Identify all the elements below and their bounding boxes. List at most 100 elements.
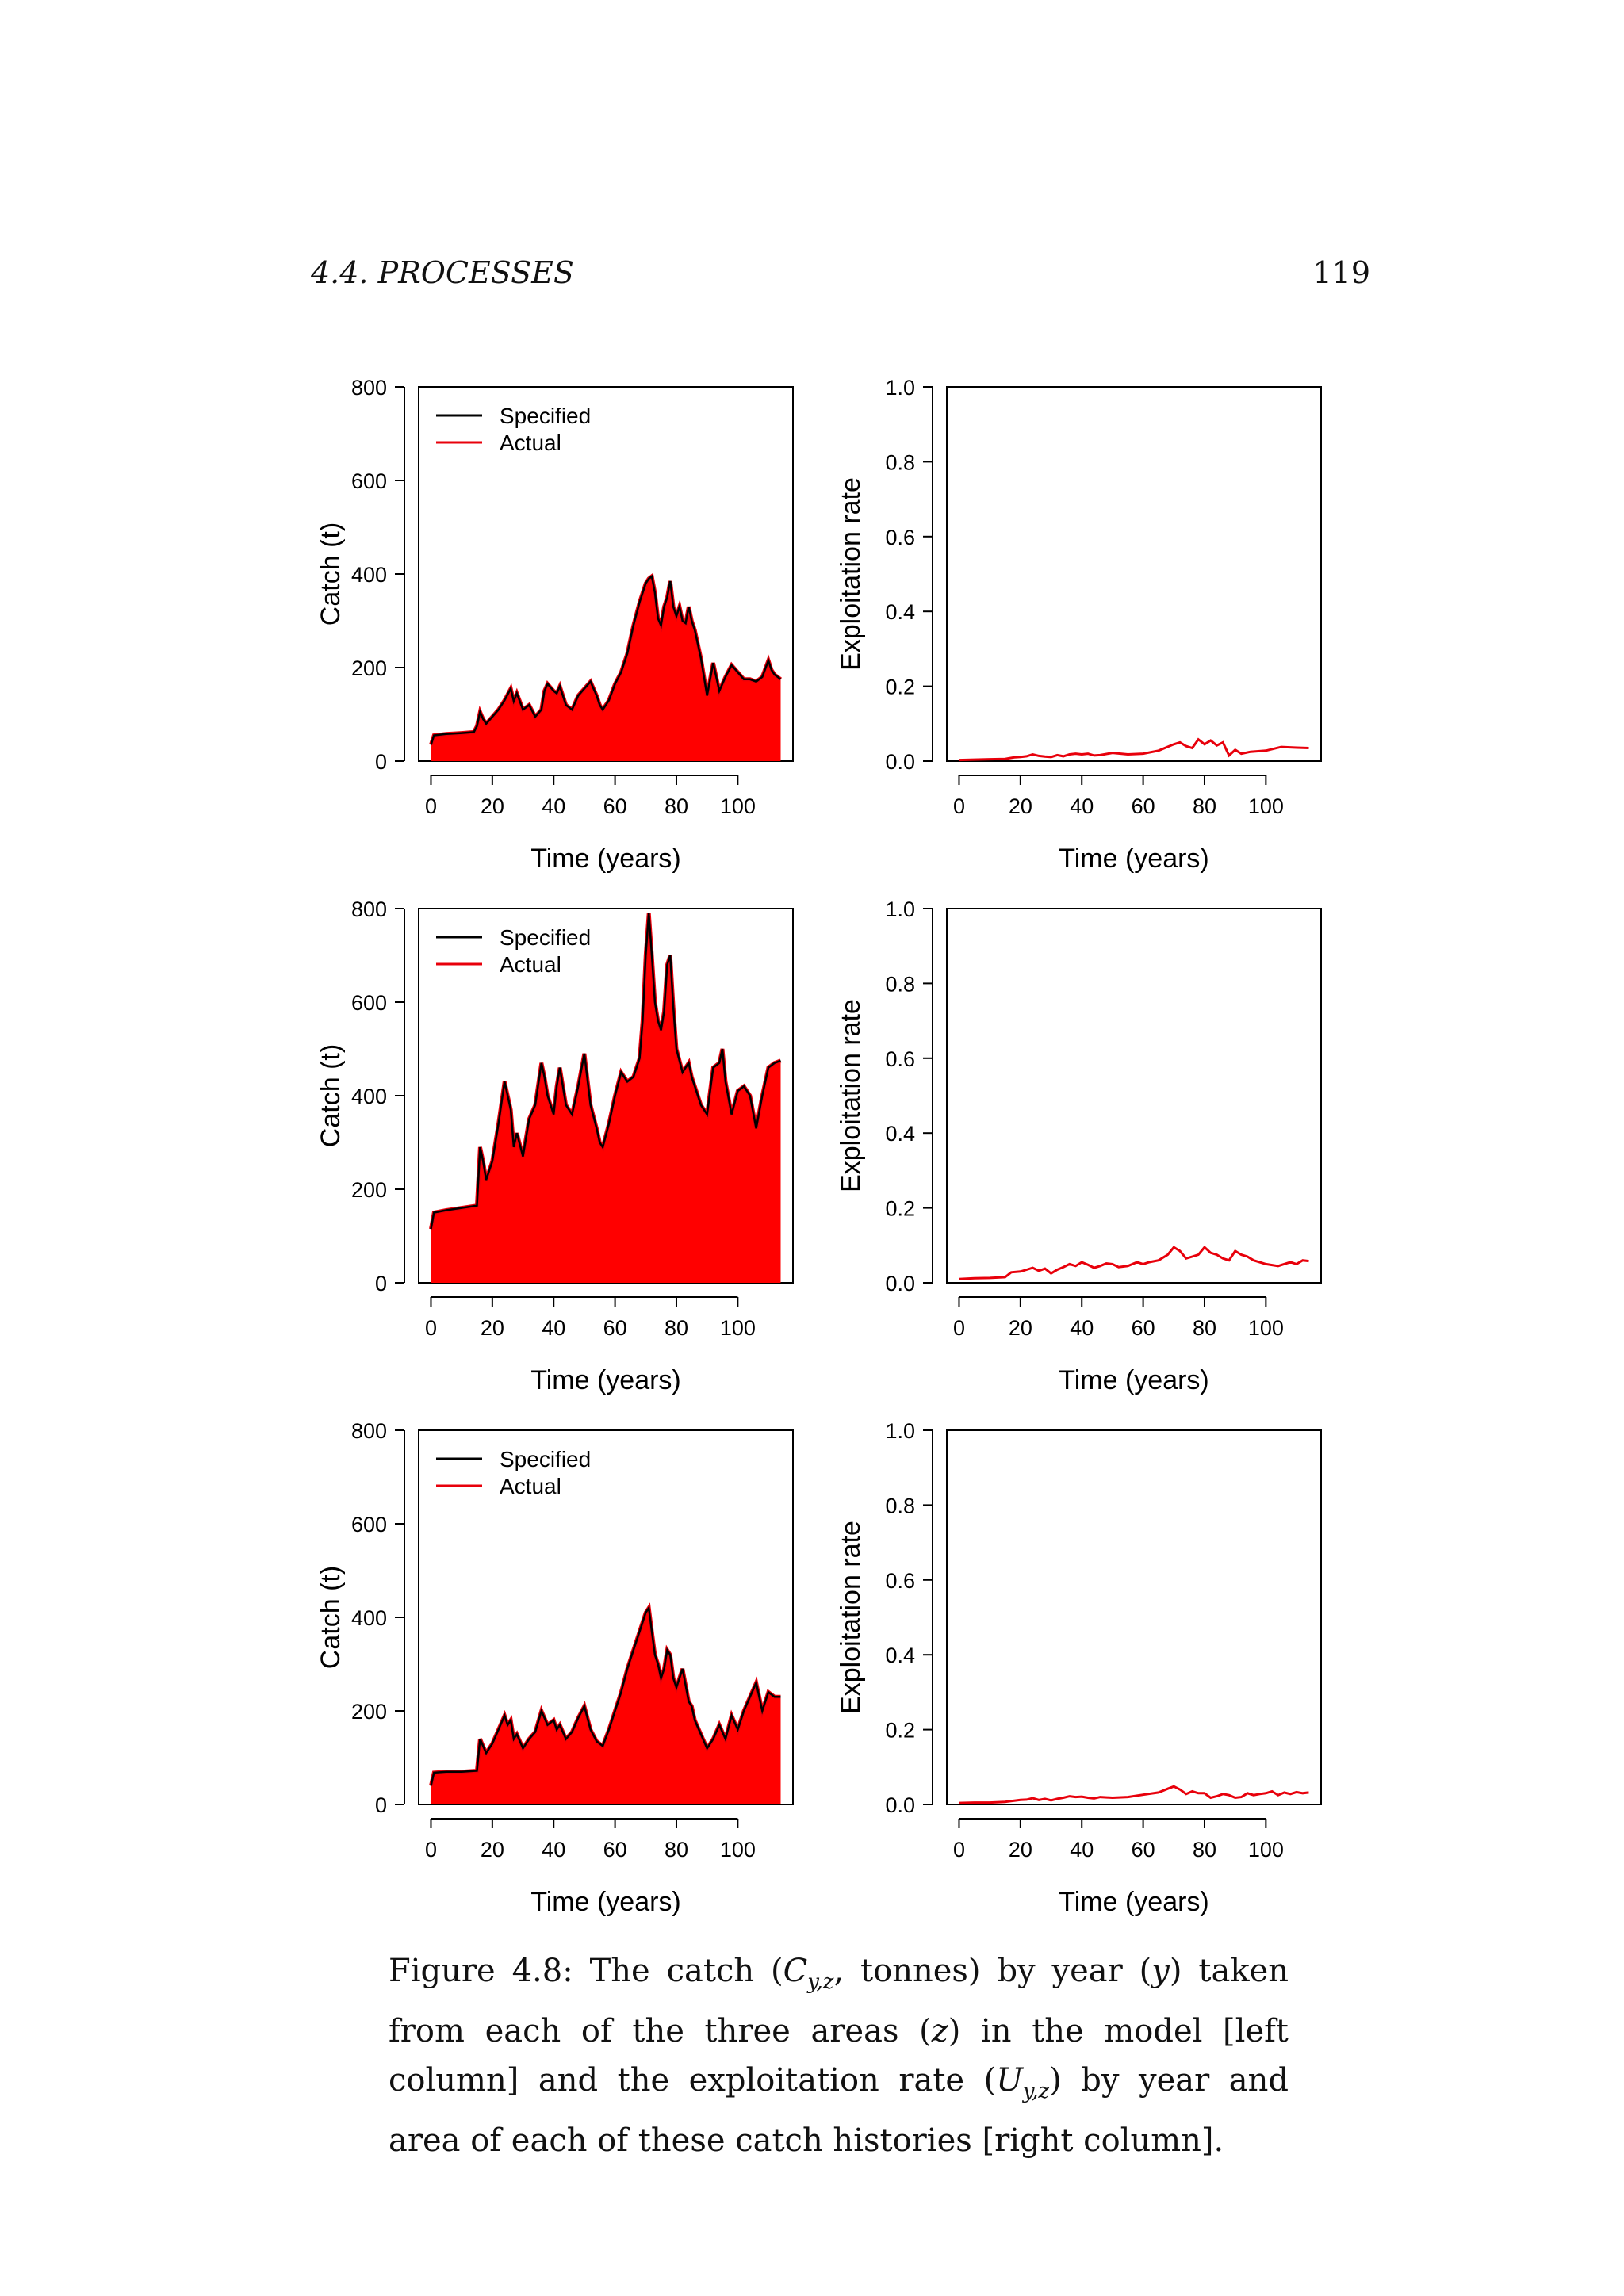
actual-catch-area [431,913,781,1283]
specified-catch-line [430,574,782,745]
legend-label: Actual [500,430,561,455]
x-tick-label: 80 [1193,794,1216,818]
y-axis-label: Exploitation rate [836,1521,866,1714]
caption-text: , tonnes) by year ( [833,1953,1152,1989]
x-tick-label: 40 [542,1316,565,1340]
caption-label: Figure 4.8: [389,1953,573,1989]
y-tick-label: 0.0 [885,750,915,774]
y-tick-label: 1.0 [885,897,915,921]
y-tick-label: 0.6 [885,1047,915,1071]
x-tick-label: 20 [1009,1838,1032,1862]
catch-area-3: 0 20 40 60 80 100 Time (years) 0 200 400 600 800 Cat… [316,1419,794,1917]
x-tick-label: 80 [665,794,688,818]
x-tick-label: 40 [1070,1316,1094,1340]
x-tick-label: 0 [953,1316,965,1340]
catch-area-2: 0 20 40 60 80 100 Time (years) 0 200 400 600 800 Cat… [316,897,794,1395]
x-tick-label: 100 [720,794,756,818]
x-tick-label: 40 [542,1838,565,1862]
specified-catch-line [430,913,781,1230]
x-tick-label: 60 [1132,1316,1155,1340]
exploitation-rate-1: 0 20 40 60 80 100 Time (years) 0.0 0.2 0.4 0.6 0.8 1… [836,376,1322,874]
figure-caption: Figure 4.8: The catch (Cy,z, tonnes) by … [389,1946,1289,2165]
x-axis-label: Time (years) [530,1365,681,1395]
y-axis-label: Catch (t) [316,1566,346,1669]
actual-catch-area [431,576,781,761]
x-tick-label: 60 [603,794,627,818]
legend-label: Specified [500,404,591,428]
x-axis-label: Time (years) [530,1887,681,1917]
x-tick-label: 100 [1248,794,1284,818]
y-tick-label: 0 [375,1272,387,1295]
y-tick-label: 0.2 [885,675,915,699]
y-tick-label: 600 [351,469,387,493]
caption-subscript: y,z [1022,2080,1050,2103]
y-tick-label: 0.0 [885,1272,915,1295]
y-tick-label: 200 [351,656,387,680]
x-axis-label: Time (years) [530,844,681,874]
y-tick-label: 400 [351,1606,387,1630]
specified-catch-line [430,1605,781,1786]
x-tick-label: 100 [1248,1316,1284,1340]
legend-label: Specified [500,1447,591,1471]
x-tick-label: 20 [481,1838,504,1862]
y-tick-label: 200 [351,1178,387,1202]
x-axis-label: Time (years) [1059,1365,1209,1395]
exploitation-rate-3: 0 20 40 60 80 100 Time (years) 0.0 0.2 0.4 0.6 0.8 1… [836,1419,1322,1917]
y-tick-label: 0 [375,1793,387,1817]
x-tick-label: 0 [425,1838,437,1862]
y-axis-label: Catch (t) [316,1044,346,1147]
y-tick-label: 400 [351,563,387,587]
x-tick-label: 80 [665,1838,688,1862]
y-tick-label: 1.0 [885,1419,915,1443]
y-axis-label: Exploitation rate [836,477,866,671]
y-tick-label: 0.0 [885,1793,915,1817]
y-tick-label: 0.4 [885,1122,915,1146]
y-tick-label: 0.6 [885,526,915,549]
y-tick-label: 0.8 [885,1494,915,1517]
x-tick-label: 60 [1132,1838,1155,1862]
page-number: 119 [1312,255,1370,290]
legend-label: Actual [500,952,561,977]
exploitation-rate-line [959,737,1309,762]
x-axis-label: Time (years) [1059,1887,1209,1917]
y-tick-label: 800 [351,1419,387,1443]
caption-text: ) by year and area of each of these catc… [389,2062,1289,2159]
x-tick-label: 60 [1132,794,1155,818]
y-tick-label: 600 [351,1513,387,1536]
x-tick-label: 100 [720,1316,756,1340]
y-tick-label: 0.8 [885,972,915,996]
x-tick-label: 80 [665,1316,688,1340]
caption-symbol: C [783,1953,808,1989]
y-axis-label: Catch (t) [316,522,346,626]
x-tick-label: 0 [425,1316,437,1340]
running-header-section: 4.4. PROCESSES [311,255,574,290]
x-tick-label: 80 [1193,1316,1216,1340]
y-tick-label: 800 [351,376,387,400]
x-tick-label: 100 [1248,1838,1284,1862]
caption-text: ) taken from each of the three areas ( [389,1953,1289,2049]
plot-frame [946,1429,1322,1805]
x-tick-label: 20 [1009,1316,1032,1340]
x-tick-label: 20 [481,1316,504,1340]
x-axis-label: Time (years) [1059,844,1209,874]
y-tick-label: 200 [351,1700,387,1724]
x-tick-label: 60 [603,1316,627,1340]
x-tick-label: 40 [542,794,565,818]
caption-text: The catch ( [573,1953,783,1989]
legend-label: Actual [500,1474,561,1498]
y-tick-label: 1.0 [885,376,915,400]
y-tick-label: 800 [351,897,387,921]
x-tick-label: 40 [1070,1838,1094,1862]
y-tick-label: 0.6 [885,1569,915,1593]
x-tick-label: 40 [1070,794,1094,818]
y-tick-label: 0 [375,750,387,774]
x-tick-label: 20 [1009,794,1032,818]
y-axis-label: Exploitation rate [836,999,866,1192]
y-tick-label: 0.2 [885,1197,915,1221]
caption-subscript: y,z [807,1970,834,1994]
x-tick-label: 60 [603,1838,627,1862]
exploitation-rate-line [959,1246,1309,1280]
exploitation-rate-line [959,1785,1309,1804]
catch-area-1: 0 20 40 60 80 100 Time (years) 0 200 400 600 800 Cat… [316,376,794,874]
x-tick-label: 0 [953,794,965,818]
